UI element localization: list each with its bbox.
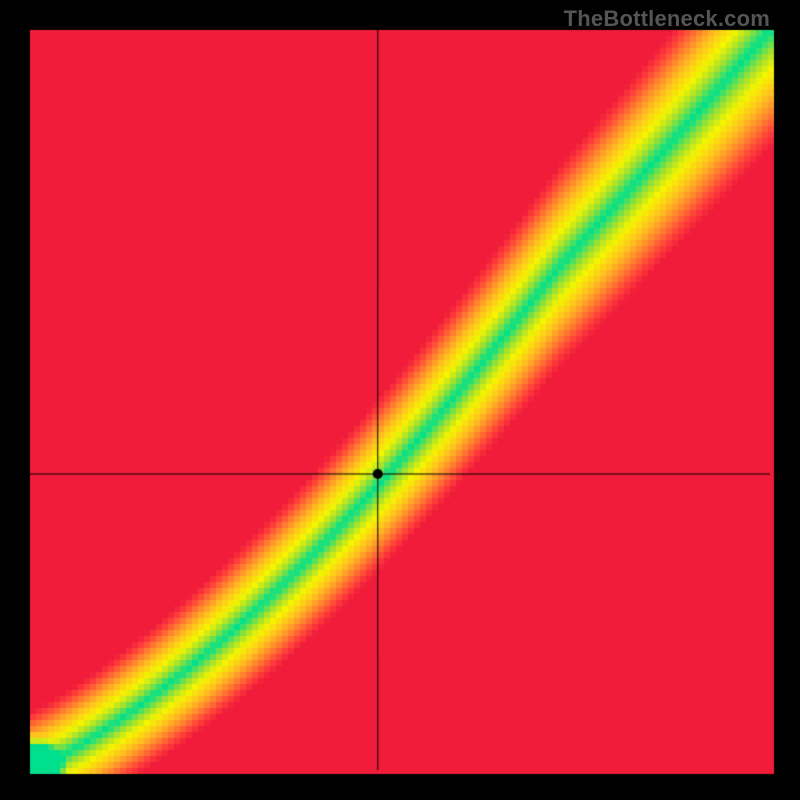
watermark-text: TheBottleneck.com xyxy=(564,6,770,32)
bottleneck-heatmap xyxy=(0,0,800,800)
